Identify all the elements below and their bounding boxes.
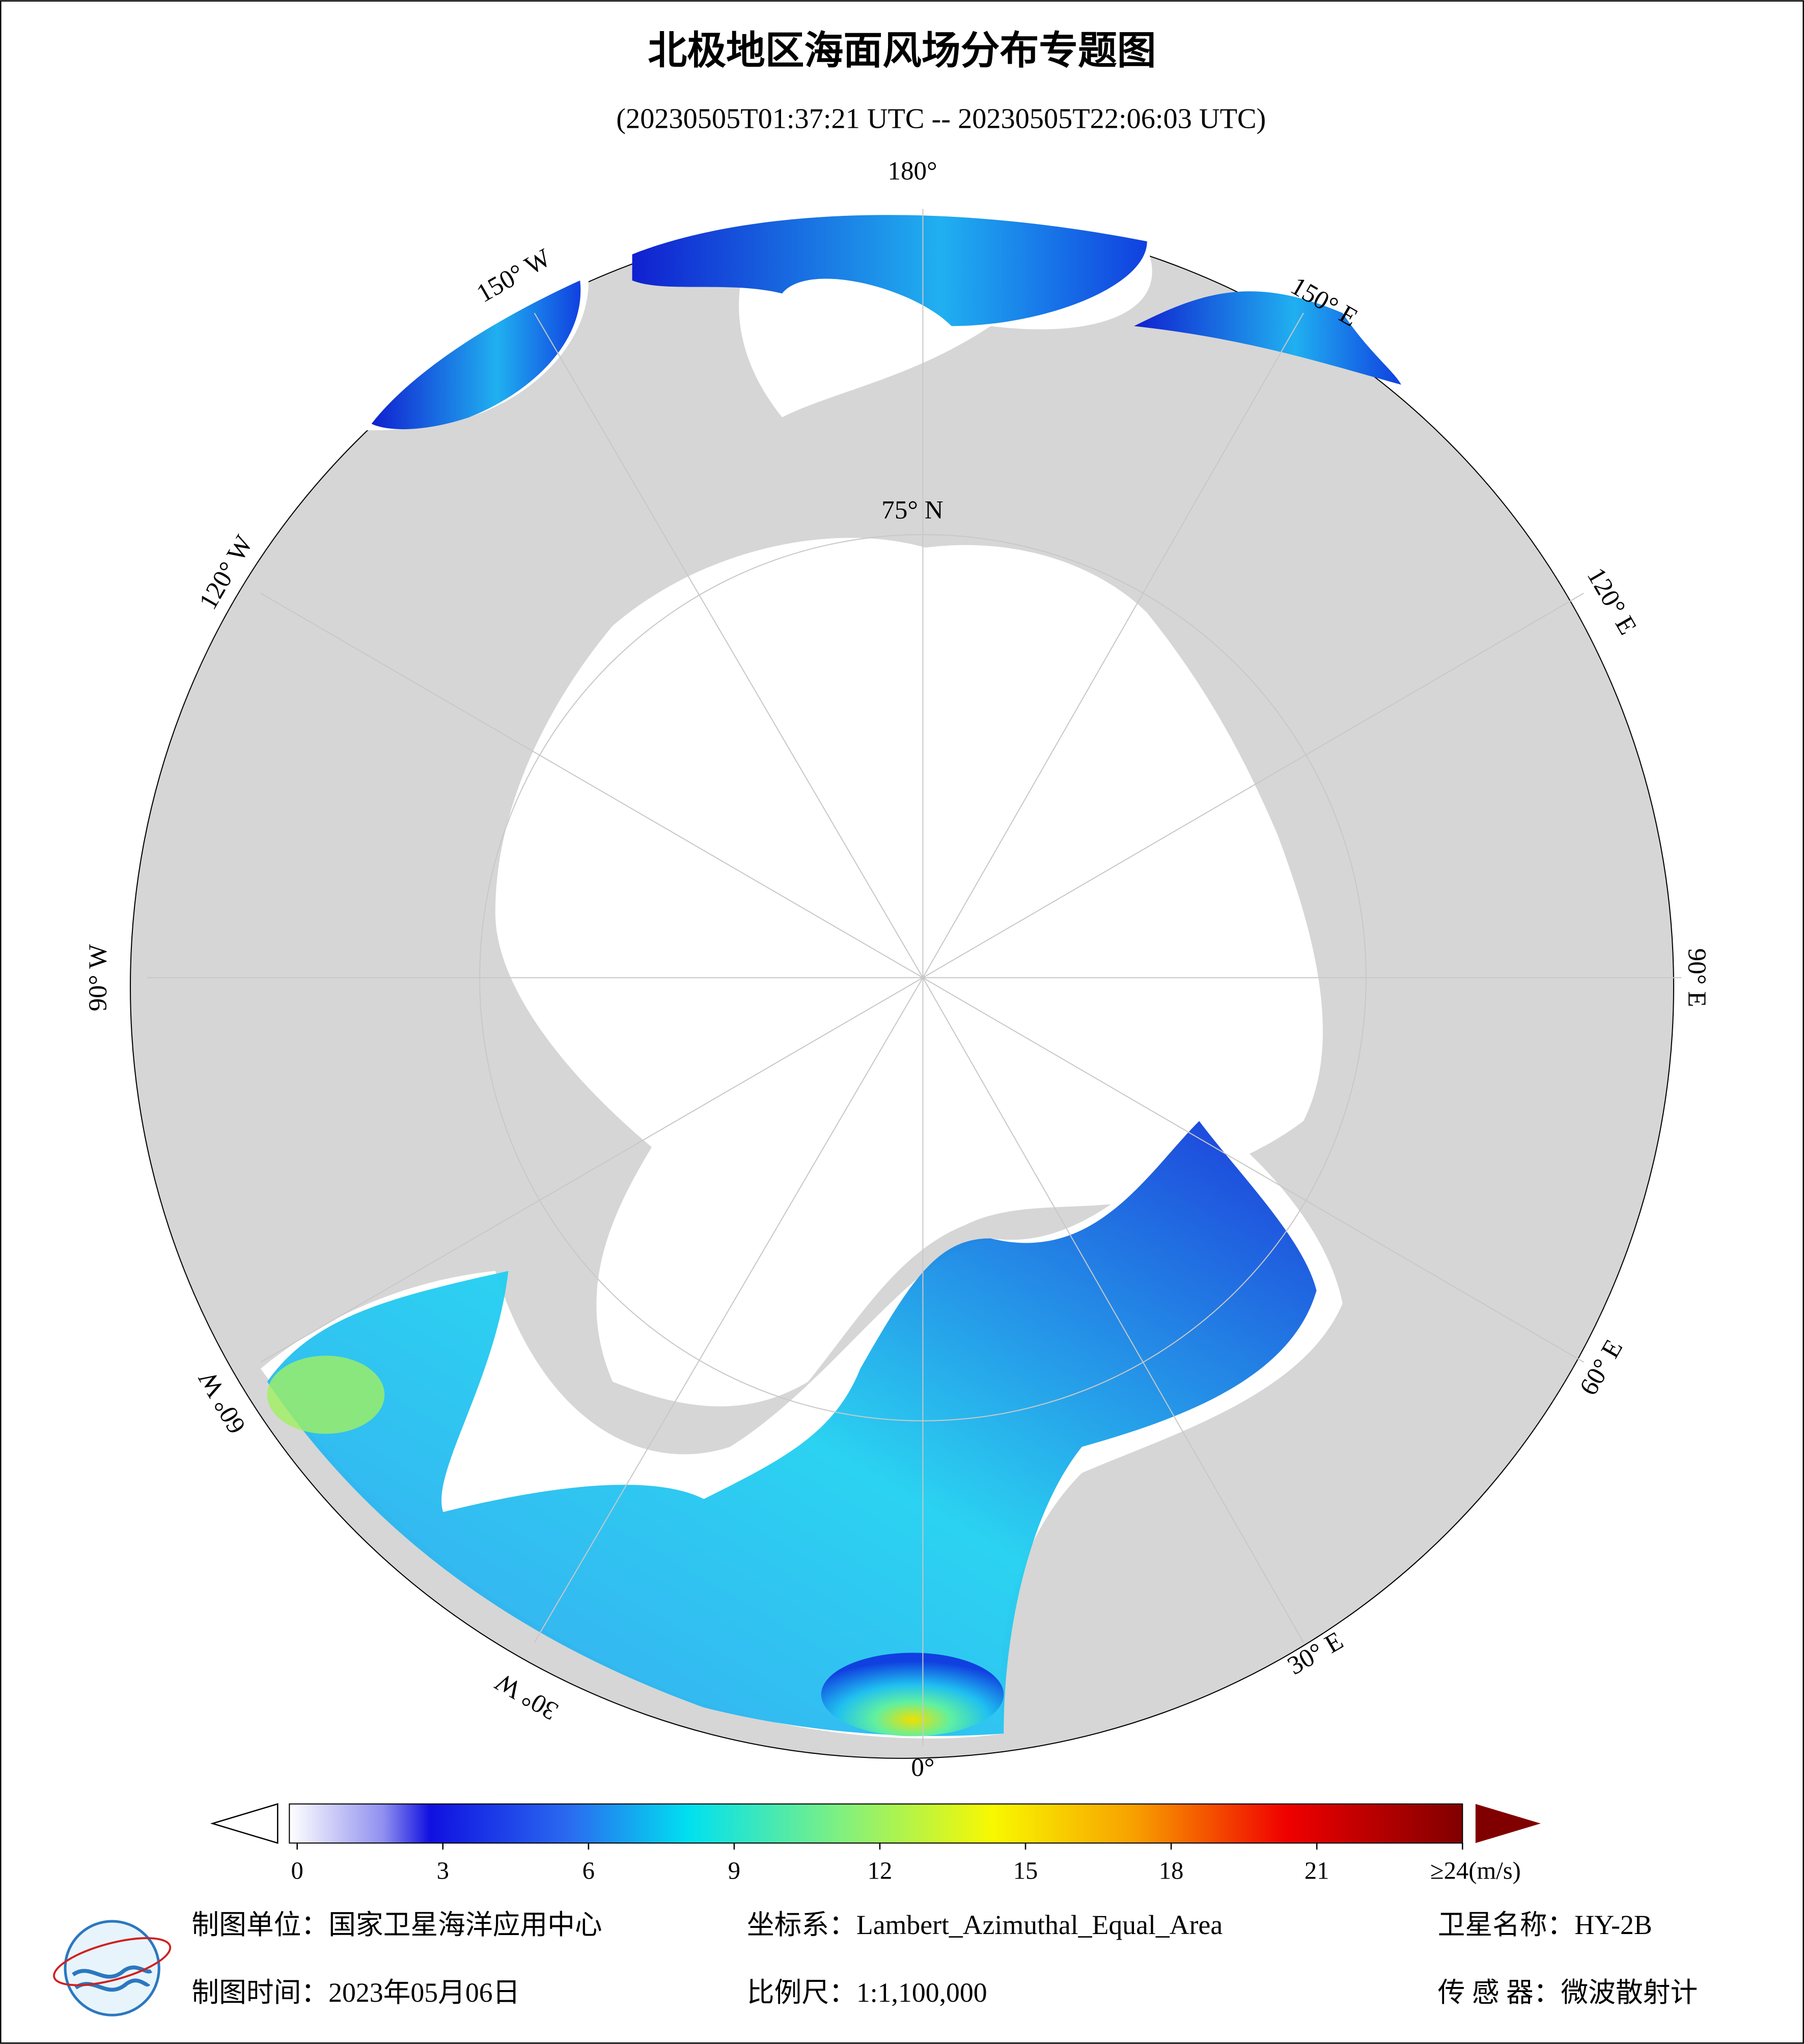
- colorbar-under: [210, 1803, 279, 1844]
- wind-field: [821, 1653, 1004, 1737]
- wind-field: [371, 280, 581, 430]
- sensor: 传 感 器：微波散射计: [1438, 1977, 1698, 2008]
- colorbar-tick-label: 15: [1013, 1857, 1038, 1884]
- map: [129, 207, 1682, 1759]
- colorbar-over: [1475, 1804, 1541, 1843]
- meridian: [534, 313, 924, 978]
- colorbar: 0 3 6 9 12 15 18 21 ≥24(m/s): [210, 1803, 1541, 1884]
- graticule-label: 75° N: [881, 495, 943, 524]
- meridian: [534, 977, 924, 1643]
- meridian: [922, 313, 1304, 978]
- colorbar-tick-label: ≥24(m/s): [1430, 1857, 1521, 1884]
- arctic-ocean: [495, 538, 1323, 1407]
- footer: 制图单位：国家卫星海洋应用中心 坐标系：Lambert_Azimuthal_Eq…: [53, 1910, 1698, 2017]
- meridian: [260, 593, 923, 978]
- colorbar-tick-label: 3: [437, 1857, 449, 1884]
- colorbar-tick-label: 6: [582, 1857, 595, 1884]
- graticule-label: 90° W: [84, 944, 113, 1012]
- satellite: 卫星名称：HY-2B: [1438, 1910, 1652, 1940]
- meridian: [922, 977, 1304, 1643]
- subtitle: (20230505T01:37:21 UTC -- 20230505T22:06…: [616, 103, 1266, 134]
- title: 北极地区海面风场分布专题图: [648, 30, 1156, 73]
- wind-field: [267, 1121, 1317, 1736]
- date: 制图时间：2023年05月06日: [191, 1977, 520, 2008]
- wind-field: [632, 215, 1147, 326]
- meridian: [260, 977, 923, 1363]
- wind-field: [1134, 291, 1401, 385]
- logo: [53, 1920, 172, 2017]
- graticule-label: 180°: [887, 157, 937, 186]
- meridian: [922, 977, 1584, 1363]
- meridian: [922, 593, 1584, 978]
- colorbar-tick-label: 0: [291, 1857, 303, 1884]
- graticule-label: 90° E: [1682, 948, 1711, 1007]
- colorbar-tick-label: 9: [728, 1857, 740, 1884]
- colorbar-tick-label: 12: [868, 1857, 893, 1884]
- colorbar-tick-label: 21: [1305, 1857, 1329, 1884]
- graticule-label: 0°: [911, 1753, 934, 1782]
- projection: 坐标系：Lambert_Azimuthal_Equal_Area: [747, 1910, 1223, 1940]
- graticule: [147, 209, 1682, 1747]
- organization: 制图单位：国家卫星海洋应用中心: [191, 1910, 602, 1940]
- scale: 比例尺：1:1,100,000: [747, 1977, 987, 2008]
- colorbar-tick-label: 18: [1159, 1857, 1184, 1884]
- wind-field: [267, 1355, 385, 1434]
- colorbar-bar: [289, 1803, 1463, 1844]
